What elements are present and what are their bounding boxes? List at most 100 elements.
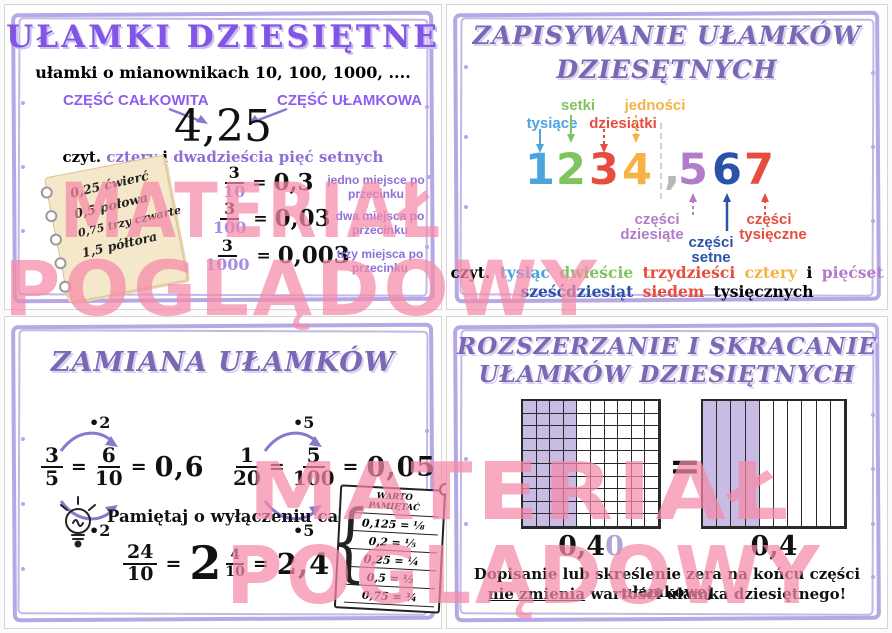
label-tenths-1: części <box>634 211 680 228</box>
grid-cell <box>618 464 632 477</box>
grid-cell <box>550 401 564 414</box>
grid-cell <box>563 426 578 439</box>
grid-cell <box>591 451 605 464</box>
digit-thousandths: 7 <box>744 145 774 195</box>
fraction-denominator: 100 <box>213 217 247 237</box>
grid-cell <box>830 401 845 527</box>
grid-cell <box>563 438 578 452</box>
grid-cell <box>631 438 646 452</box>
card-zapisywanie-ulamkow: ZAPISYWANIE UŁAMKÓW DZIESĘTNYCH setki je… <box>446 4 888 310</box>
label-hundredths-1: części <box>688 234 734 251</box>
grid-cell <box>563 413 578 427</box>
card2-title-line2: DZIESĘTNYCH <box>556 55 778 84</box>
grid-cell <box>577 476 591 490</box>
multiplier-label: •2 <box>89 413 111 432</box>
grid-cell <box>645 438 659 452</box>
label-ones: jedności <box>624 97 686 114</box>
grid-cell <box>631 426 646 439</box>
grid-cell <box>563 514 578 527</box>
decimal-result: 0,6 <box>154 451 205 483</box>
grid-cell <box>759 401 774 527</box>
value-main: 0,4 <box>558 531 606 562</box>
digit-ones: 4 <box>622 145 652 195</box>
arrow-to-whole-icon <box>168 107 208 124</box>
arrow-up-icon <box>761 193 769 215</box>
fraction-denominator: 20 <box>233 466 261 490</box>
grid-cell <box>563 501 578 515</box>
grid-cell <box>563 401 578 414</box>
grid-cell <box>645 476 659 490</box>
fraction-denominator: 10 <box>127 562 154 585</box>
grid-cell <box>631 489 646 502</box>
grid-cell <box>788 401 803 527</box>
decimal-result: 0,3 <box>273 169 314 197</box>
fraction-example-row: 3 1000 = 0,003 <box>205 237 350 274</box>
grid-cell <box>604 426 619 439</box>
lightbulb-icon <box>60 496 96 548</box>
grid-cell <box>591 489 605 502</box>
grid-cell <box>802 401 817 527</box>
arrow-down-icon <box>536 129 544 153</box>
fraction-numerator: 3 <box>224 164 244 184</box>
multiplier-label: •5 <box>293 521 315 540</box>
grid-cell <box>645 514 659 527</box>
grid-cell <box>631 401 646 414</box>
grid-cell <box>745 401 760 527</box>
arrow-down-icon <box>600 129 608 153</box>
grid-cell <box>604 401 619 414</box>
grid-cell <box>550 451 564 464</box>
fraction-numerator: 4 <box>226 548 244 565</box>
curved-arrow-icon <box>263 500 322 521</box>
fraction-denominator: 100 <box>292 466 335 490</box>
grid-cell <box>618 426 632 439</box>
grid-cell <box>618 451 632 464</box>
grid-cell <box>631 451 646 464</box>
card2-title-line1: ZAPISYWANIE UŁAMKÓW <box>472 21 862 50</box>
fraction-numerator: 1 <box>235 445 258 468</box>
conversion-equation: 1 20 = 5 100 = 0,05 <box>233 445 436 489</box>
fraction-numerator: 24 <box>123 542 158 565</box>
example-number: 4,25 <box>174 101 272 152</box>
card4-note-line2: nie zmienia wartości ułamka dziesiętnego… <box>447 585 887 603</box>
right-grid-value: 0,4 <box>750 531 798 562</box>
equals-sign: = <box>268 456 285 478</box>
grid-cell <box>631 501 646 515</box>
fraction-numerator: 3 <box>217 237 237 257</box>
fraction-example-row: 3 100 = 0,03 <box>213 200 331 237</box>
read-word: dwadzieścia pięć setnych <box>173 148 384 166</box>
fraction-denominator: 10 <box>223 181 246 201</box>
fraction-denominator: 5 <box>45 466 59 490</box>
equals-sign: = <box>70 456 87 478</box>
grid-cell <box>577 413 591 427</box>
card1-read-line: czyt. cztery i dwadzieścia pięć setnych <box>5 148 441 166</box>
card2-read-line1: czyt. tysiąc dwieście trzydzieści cztery… <box>447 263 887 282</box>
read-prefix: czyt. <box>450 263 491 282</box>
decimal-result: 0,05 <box>366 451 437 483</box>
grid-cell <box>577 489 591 502</box>
grid-cell <box>536 451 551 464</box>
grid-cell <box>577 451 591 464</box>
grid-cell <box>604 514 619 527</box>
left-grid-value: 0,40 <box>521 531 661 562</box>
grid-cell <box>604 438 619 452</box>
curved-arrow-icon <box>263 431 322 452</box>
card1-title: UŁAMKI DZIESIĘTNE <box>6 19 440 55</box>
digit-thousands: 1 <box>525 145 555 195</box>
fraction-numerator: 3 <box>41 445 63 468</box>
label-whole-part: CZĘŚĆ CAŁKOWITA <box>63 92 209 109</box>
grid-cell <box>536 514 551 527</box>
read-word: sześćdziesiąt <box>520 282 634 301</box>
grid-cell <box>618 476 632 490</box>
read-word: cztery <box>744 263 798 282</box>
tenths-grid <box>701 399 847 529</box>
multiplier-label: •5 <box>293 413 315 432</box>
read-word: dwieście <box>559 263 634 282</box>
digit-hundredths: 6 <box>712 145 742 195</box>
read-word: pięćset <box>821 263 884 282</box>
decimal-result: 0,03 <box>274 205 331 233</box>
multiplier-label: •2 <box>89 521 111 540</box>
grid-cell <box>631 476 646 490</box>
arrow-down-icon <box>567 115 575 143</box>
hundredths-grid <box>521 399 661 529</box>
